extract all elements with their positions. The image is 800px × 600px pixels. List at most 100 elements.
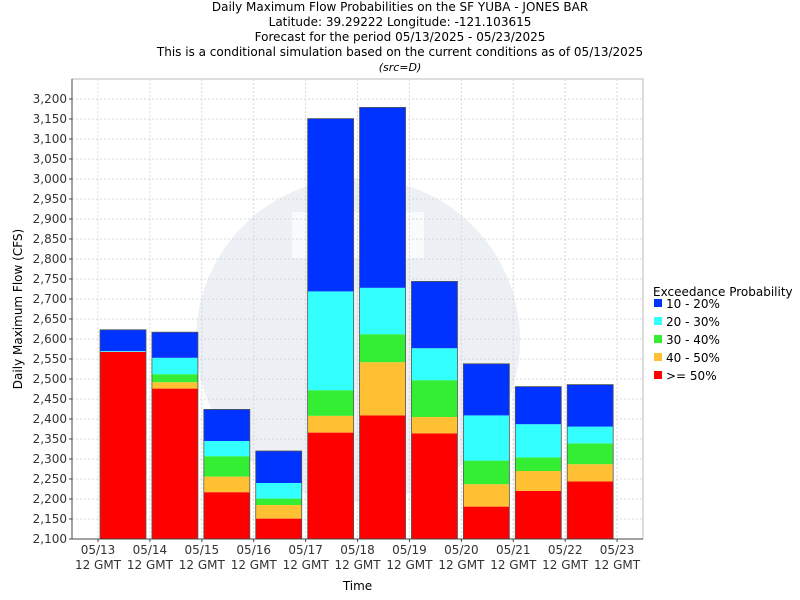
y-tick-label: 2,400	[33, 412, 67, 426]
x-tick-label-date: 05/14	[133, 543, 168, 557]
y-tick-label: 2,450	[33, 392, 67, 406]
y-tick-label: 3,200	[33, 92, 67, 106]
x-tick-label-date: 05/18	[340, 543, 375, 557]
legend-title: Exceedance Probability	[653, 285, 793, 299]
source-note: (src=D)	[378, 61, 422, 74]
axes: 2,100 2,150 2,200 2,250 2,300 2,350 2,400 2,450…	[11, 79, 643, 593]
x-tick-label-date: 05/15	[185, 543, 220, 557]
x-tick-label-time: 12 GMT	[438, 558, 485, 572]
bar-segment	[255, 483, 302, 499]
bar-segment	[567, 464, 614, 482]
chart-subtitle-conditions: This is a conditional simulation based o…	[156, 45, 644, 59]
bar-segment	[203, 456, 250, 477]
chart-title: Daily Maximum Flow Probabilities on the …	[211, 0, 589, 14]
y-tick-label: 2,300	[33, 452, 67, 466]
y-tick-label: 2,800	[33, 252, 67, 266]
bar-segment	[567, 426, 614, 444]
legend-item-label: 30 - 40%	[666, 333, 720, 347]
bar-segment	[463, 363, 510, 416]
y-tick-label: 2,550	[33, 352, 67, 366]
y-tick-label: 2,100	[33, 532, 67, 546]
y-tick-label: 2,850	[33, 232, 67, 246]
x-tick-label-time: 12 GMT	[386, 558, 433, 572]
bar-segment	[203, 409, 250, 441]
bar-segment	[151, 374, 198, 383]
bar-segment	[255, 518, 302, 539]
bar-segment	[203, 476, 250, 493]
y-tick-label: 2,500	[33, 372, 67, 386]
y-tick-label: 2,650	[33, 312, 67, 326]
x-tick-label-time: 12 GMT	[75, 558, 122, 572]
y-tick-label: 2,200	[33, 492, 67, 506]
x-tick-label-date: 05/23	[600, 543, 635, 557]
bar-segment	[463, 460, 510, 485]
y-tick-label: 2,600	[33, 332, 67, 346]
bar-segment	[203, 492, 250, 539]
bar-segment	[359, 107, 406, 288]
x-tick-label-date: 05/21	[496, 543, 531, 557]
bar-segment	[100, 329, 146, 351]
y-tick-label: 2,750	[33, 272, 67, 286]
y-tick-label: 2,950	[33, 192, 67, 206]
bar-segment	[515, 491, 562, 539]
bar-segment	[515, 424, 562, 458]
bar-segment	[463, 484, 510, 507]
x-tick-label-time: 12 GMT	[283, 558, 330, 572]
y-tick-label: 2,150	[33, 512, 67, 526]
legend-item-label: 10 - 20%	[666, 297, 720, 311]
y-tick-label: 2,250	[33, 472, 67, 486]
x-tick-label-date: 05/13	[81, 543, 116, 557]
bar-segment	[307, 415, 354, 433]
x-tick-label-date: 05/20	[444, 543, 479, 557]
x-tick-label-time: 12 GMT	[179, 558, 226, 572]
x-tick-label-date: 05/17	[288, 543, 323, 557]
bar-segment	[411, 417, 458, 434]
bar-segment	[567, 481, 614, 539]
y-tick-label: 2,900	[33, 212, 67, 226]
bar-segment	[307, 291, 354, 391]
bar-segment	[411, 380, 458, 417]
bar-segment	[515, 471, 562, 491]
x-tick-label-time: 12 GMT	[335, 558, 382, 572]
bar-segment	[463, 506, 510, 539]
bars	[99, 107, 614, 540]
grid-lines	[71, 78, 644, 540]
chart-titles: Daily Maximum Flow Probabilities on the …	[0, 0, 800, 75]
bar-segment	[359, 415, 406, 539]
legend-swatch	[654, 353, 662, 361]
bar-segment	[463, 415, 510, 461]
legend-item-label: 40 - 50%	[666, 351, 720, 365]
bar-segment	[151, 357, 198, 375]
bar-segment	[100, 351, 146, 539]
bar-segment	[359, 287, 406, 335]
bar-segment	[515, 386, 562, 425]
bar-segment	[151, 388, 198, 539]
x-tick-label-time: 12 GMT	[542, 558, 589, 572]
chart-subtitle-period: Forecast for the period 05/13/2025 - 05/…	[254, 30, 546, 44]
y-tick-label: 2,350	[33, 432, 67, 446]
x-tick-label-time: 12 GMT	[490, 558, 537, 572]
bar-segment	[307, 390, 354, 416]
y-tick-label: 2,700	[33, 292, 67, 306]
x-tick-label-date: 05/22	[548, 543, 583, 557]
bar-segment	[307, 118, 354, 292]
bar-segment	[151, 332, 198, 358]
y-tick-label: 3,050	[33, 152, 67, 166]
y-axis-title: Daily Maximum Flow (CFS)	[11, 229, 25, 389]
bar-segment	[359, 334, 406, 363]
legend-swatch	[654, 335, 662, 343]
legend-item-label: >= 50%	[666, 369, 717, 383]
legend-swatch	[654, 371, 662, 379]
bar-segment	[203, 441, 250, 457]
y-tick-label: 3,150	[33, 112, 67, 126]
bar-segment	[515, 457, 562, 471]
bar-segment	[567, 443, 614, 465]
bar-segment	[151, 382, 198, 389]
legend-swatch	[654, 299, 662, 307]
bar-segment	[359, 362, 406, 416]
chart-subtitle-location: Latitude: 39.29222 Longitude: -121.10361…	[268, 15, 532, 29]
x-tick-label-time: 12 GMT	[231, 558, 278, 572]
bar-segment	[567, 384, 614, 427]
